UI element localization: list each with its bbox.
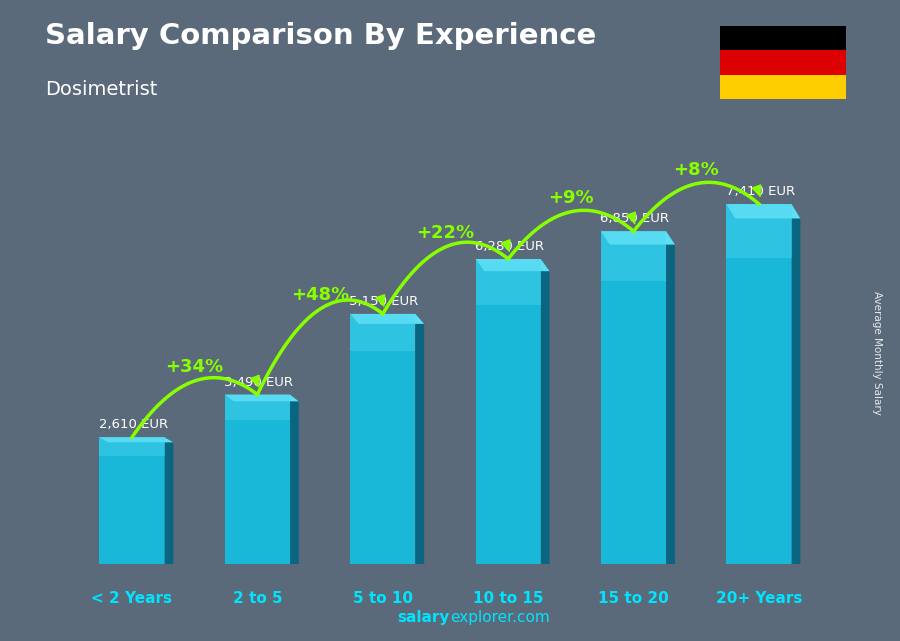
Text: +34%: +34%	[166, 358, 224, 376]
Polygon shape	[165, 437, 174, 564]
Polygon shape	[290, 394, 299, 564]
Text: Salary Comparison By Experience: Salary Comparison By Experience	[45, 22, 596, 51]
Polygon shape	[225, 394, 299, 401]
Bar	[720, 75, 846, 99]
Text: 2 to 5: 2 to 5	[232, 591, 283, 606]
Polygon shape	[416, 314, 424, 564]
Bar	[601, 231, 666, 281]
Bar	[720, 50, 846, 75]
Bar	[475, 259, 541, 564]
Bar	[225, 394, 290, 564]
Text: 20+ Years: 20+ Years	[716, 591, 802, 606]
Text: +8%: +8%	[673, 161, 719, 179]
Text: 15 to 20: 15 to 20	[598, 591, 669, 606]
Text: +48%: +48%	[291, 286, 349, 304]
Bar	[726, 204, 792, 564]
Text: < 2 Years: < 2 Years	[92, 591, 173, 606]
Polygon shape	[726, 204, 800, 219]
Polygon shape	[541, 259, 550, 564]
Bar	[99, 437, 165, 456]
Text: 6,850 EUR: 6,850 EUR	[600, 212, 670, 226]
Bar	[475, 259, 541, 304]
Bar	[350, 314, 416, 564]
Bar	[601, 231, 666, 564]
Bar	[225, 394, 290, 420]
Polygon shape	[475, 259, 550, 271]
Text: 7,410 EUR: 7,410 EUR	[725, 185, 795, 198]
Text: Dosimetrist: Dosimetrist	[45, 80, 158, 99]
Text: 10 to 15: 10 to 15	[473, 591, 544, 606]
Text: salary: salary	[398, 610, 450, 625]
Text: 6,280 EUR: 6,280 EUR	[475, 240, 544, 253]
Text: explorer.com: explorer.com	[450, 610, 550, 625]
Text: Average Monthly Salary: Average Monthly Salary	[872, 290, 883, 415]
Polygon shape	[792, 204, 800, 564]
Polygon shape	[666, 231, 675, 564]
Text: 3,490 EUR: 3,490 EUR	[224, 376, 293, 388]
Polygon shape	[99, 437, 174, 442]
Polygon shape	[601, 231, 675, 245]
Text: 5,150 EUR: 5,150 EUR	[349, 295, 418, 308]
Bar	[99, 437, 165, 564]
Text: 5 to 10: 5 to 10	[353, 591, 413, 606]
Bar	[726, 204, 792, 258]
Text: +22%: +22%	[417, 224, 474, 242]
Text: +9%: +9%	[548, 189, 594, 207]
Bar	[720, 26, 846, 50]
Polygon shape	[350, 314, 424, 324]
Text: 2,610 EUR: 2,610 EUR	[99, 419, 167, 431]
Bar	[350, 314, 416, 351]
